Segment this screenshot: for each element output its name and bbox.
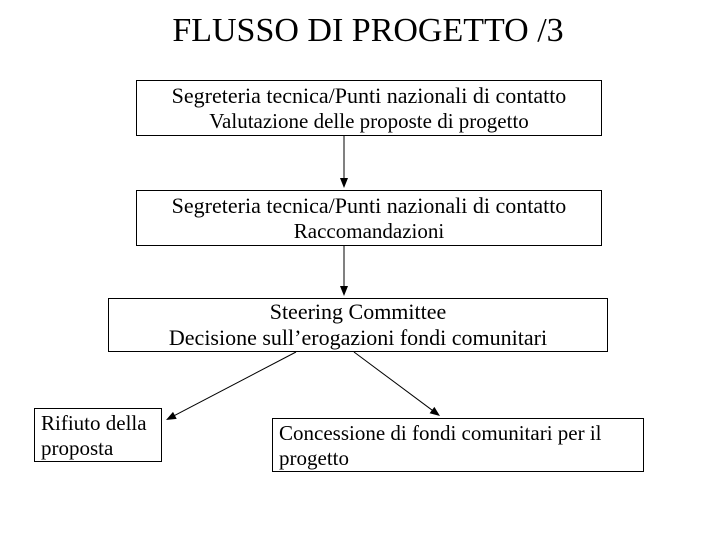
node-line1: Segreteria tecnica/Punti nazionali di co… bbox=[172, 83, 567, 109]
node-line2: Raccomandazioni bbox=[294, 219, 444, 244]
node-line1: Segreteria tecnica/Punti nazionali di co… bbox=[172, 193, 567, 219]
node-line1: Concessione di fondi comunitari per il bbox=[279, 421, 643, 446]
page-title: FLUSSO DI PROGETTO /3 bbox=[92, 12, 644, 50]
flow-node-funding-granted: Concessione di fondi comunitari per il p… bbox=[272, 418, 644, 472]
flow-node-steering-committee: Steering Committee Decisione sull’erogaz… bbox=[108, 298, 608, 352]
flow-node-evaluation: Segreteria tecnica/Punti nazionali di co… bbox=[136, 80, 602, 136]
flow-node-rejection: Rifiuto della proposta bbox=[34, 408, 162, 462]
node-line2: Decisione sull’erogazioni fondi comunita… bbox=[169, 325, 547, 351]
node-line2: proposta bbox=[41, 436, 161, 461]
node-line1: Rifiuto della bbox=[41, 411, 161, 436]
flow-node-recommendations: Segreteria tecnica/Punti nazionali di co… bbox=[136, 190, 602, 246]
node-line1: Steering Committee bbox=[270, 299, 447, 325]
node-line2: progetto bbox=[279, 446, 643, 471]
node-line2: Valutazione delle proposte di progetto bbox=[209, 109, 529, 134]
